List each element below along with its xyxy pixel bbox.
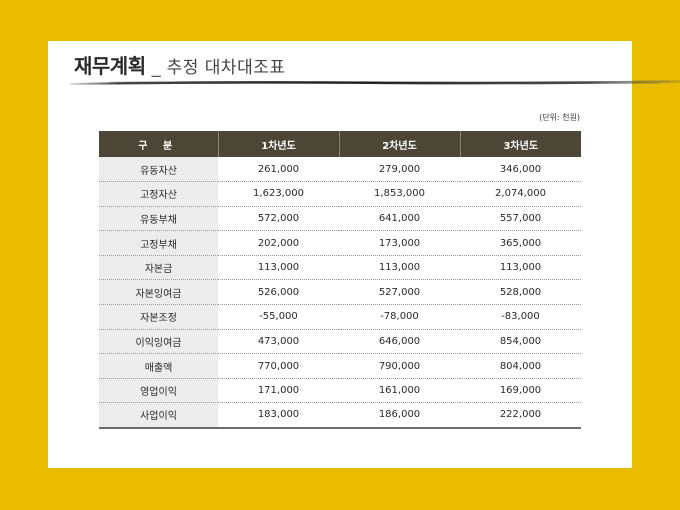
column-header: 구 분	[99, 131, 218, 157]
cell-value: 527,000	[339, 279, 460, 306]
brush-stroke-divider	[70, 80, 680, 85]
cell-value: 804,000	[460, 353, 581, 379]
cell-value: 557,000	[460, 206, 581, 232]
row-label: 유동자산	[99, 157, 218, 183]
row-label: 고정자산	[99, 181, 218, 207]
cell-value: 646,000	[339, 329, 460, 355]
row-label: 자본잉여금	[99, 279, 218, 306]
cell-value: 346,000	[460, 157, 581, 183]
cell-value: 572,000	[218, 206, 339, 232]
table-row: 자본금 113,000 113,000 113,000	[99, 255, 581, 281]
table-row: 사업이익 183,000 186,000 222,000	[99, 402, 581, 429]
cell-value: 169,000	[460, 378, 581, 404]
cell-value: 1,623,000	[218, 181, 339, 207]
table-row: 자본조정 -55,000 -78,000 -83,000	[99, 304, 581, 330]
unit-note: (단위: 천원)	[539, 113, 580, 122]
row-label: 사업이익	[99, 402, 218, 429]
cell-value: 222,000	[460, 402, 581, 429]
cell-value: 113,000	[218, 255, 339, 281]
cell-value: -78,000	[339, 304, 460, 330]
row-label: 매출액	[99, 353, 218, 379]
table-row: 유동자산 261,000 279,000 346,000	[99, 157, 581, 183]
balance-sheet-table: 구 분 1차년도 2차년도 3차년도 유동자산 261,000 279,000 346,00…	[99, 131, 581, 429]
table-row: 고정자산 1,623,000 1,853,000 2,074,000	[99, 181, 581, 207]
slide-panel: 재무계획 _ 추정 대차대조표 (단위: 천원) 구 분 1차년도 2차년도 3차년도…	[48, 41, 680, 468]
cell-value: 183,000	[218, 402, 339, 429]
column-header: 3차년도	[459, 131, 581, 157]
row-label: 고정부채	[99, 230, 218, 256]
cell-value: 2,074,000	[460, 181, 581, 207]
cell-value: 365,000	[460, 230, 581, 256]
cell-value: 202,000	[218, 230, 339, 256]
row-label: 유동부채	[99, 206, 218, 232]
column-header: 1차년도	[217, 131, 339, 157]
cell-value: -55,000	[218, 304, 339, 330]
cell-value: 528,000	[460, 279, 581, 306]
row-label: 이익잉여금	[99, 329, 218, 355]
cell-value: 790,000	[339, 353, 460, 379]
table-row: 자본잉여금 526,000 527,000 528,000	[99, 279, 581, 306]
cell-value: 641,000	[339, 206, 460, 232]
title-subtitle: 추정 대차대조표	[166, 58, 286, 78]
column-header: 2차년도	[338, 131, 460, 157]
table-row: 고정부채 202,000 173,000 365,000	[99, 230, 581, 256]
cell-value: 113,000	[339, 255, 460, 281]
row-label: 자본조정	[99, 304, 218, 330]
cell-value: -83,000	[460, 304, 581, 330]
cell-value: 261,000	[218, 157, 339, 183]
table-row: 영업이익 171,000 161,000 169,000	[99, 378, 581, 404]
title-main: 재무계획	[74, 54, 146, 78]
row-label: 자본금	[99, 255, 218, 281]
cell-value: 526,000	[218, 279, 339, 306]
table-row: 유동부채 572,000 641,000 557,000	[99, 206, 581, 232]
cell-value: 1,853,000	[339, 181, 460, 207]
page-title: 재무계획 _ 추정 대차대조표	[74, 50, 286, 79]
cell-value: 186,000	[339, 402, 460, 429]
cell-value: 279,000	[339, 157, 460, 183]
cell-value: 173,000	[339, 230, 460, 256]
table-header-row: 구 분 1차년도 2차년도 3차년도	[99, 131, 581, 157]
cell-value: 473,000	[218, 329, 339, 355]
cell-value: 171,000	[218, 378, 339, 404]
cell-value: 854,000	[460, 329, 581, 355]
cell-value: 770,000	[218, 353, 339, 379]
cell-value: 161,000	[339, 378, 460, 404]
row-label: 영업이익	[99, 378, 218, 404]
table-row: 이익잉여금 473,000 646,000 854,000	[99, 329, 581, 355]
cell-value: 113,000	[460, 255, 581, 281]
title-separator: _	[151, 57, 161, 78]
table-row: 매출액 770,000 790,000 804,000	[99, 353, 581, 379]
